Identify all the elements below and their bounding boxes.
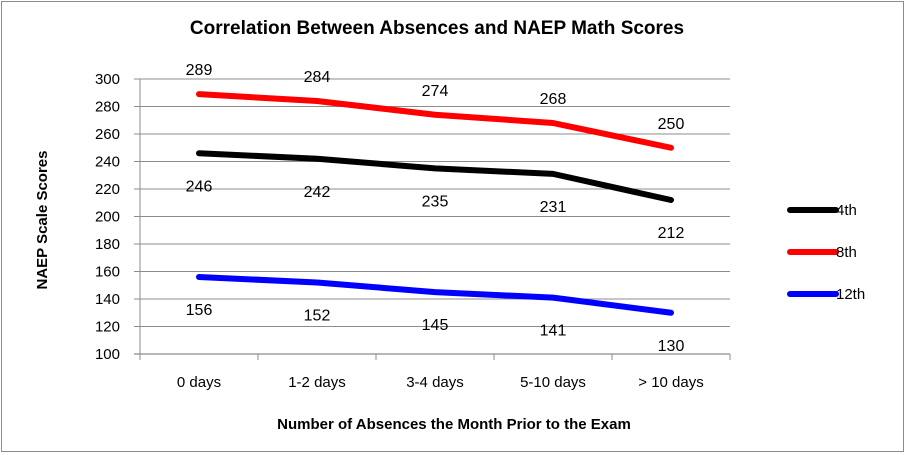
y-tick-label: 280 <box>95 99 120 116</box>
series-lines <box>196 91 674 316</box>
data-label-4th: 231 <box>540 199 567 216</box>
chart-title: Correlation Between Absences and NAEP Ma… <box>190 18 684 39</box>
legend-label-4th: 4th <box>836 202 857 219</box>
data-label-12th: 130 <box>658 338 685 355</box>
y-tick-label: 260 <box>95 126 120 143</box>
y-tick-label: 220 <box>95 181 120 198</box>
data-labels: 246 242 235 231 212 289 284 274 268 250 156 152 145 1… <box>186 62 685 355</box>
data-label-12th: 152 <box>304 308 331 325</box>
series-line-8th <box>196 91 674 151</box>
data-label-8th: 250 <box>658 116 685 133</box>
legend-label-12th: 12th <box>836 286 865 303</box>
data-label-4th: 246 <box>186 178 213 195</box>
y-tick-label: 300 <box>95 71 120 88</box>
data-label-4th: 235 <box>422 193 449 210</box>
legend: 4th 8th 12th <box>787 202 865 303</box>
x-axis-ticks: 0 days 1-2 days 3-4 days 5-10 days > 10 days <box>177 374 704 391</box>
data-label-12th: 145 <box>422 317 449 334</box>
x-axis-title: Number of Absences the Month Prior to th… <box>277 416 631 433</box>
data-label-12th: 156 <box>186 302 213 319</box>
y-tick-label: 100 <box>95 346 120 363</box>
data-label-8th: 274 <box>422 83 449 100</box>
data-label-8th: 289 <box>186 62 213 79</box>
y-tick-label: 240 <box>95 154 120 171</box>
data-label-4th: 242 <box>304 184 331 201</box>
y-axis-title: NAEP Scale Scores <box>34 151 51 290</box>
series-line-12th <box>196 274 674 316</box>
data-label-8th: 268 <box>540 91 567 108</box>
y-tick-label: 160 <box>95 264 120 281</box>
y-tick-label: 180 <box>95 236 120 253</box>
x-tick-label: 3-4 days <box>406 374 464 391</box>
data-label-8th: 284 <box>304 69 331 86</box>
x-tick-label: > 10 days <box>638 374 703 391</box>
x-tick-label: 1-2 days <box>288 374 346 391</box>
x-tick-label: 5-10 days <box>520 374 586 391</box>
data-label-4th: 212 <box>658 225 685 242</box>
data-label-12th: 141 <box>540 323 567 340</box>
y-tick-label: 200 <box>95 209 120 226</box>
y-axis-ticks: 100 120 140 160 180 200 220 240 260 280 300 <box>95 71 120 363</box>
series-line-4th <box>196 150 674 203</box>
y-tick-label: 120 <box>95 319 120 336</box>
x-tick-label: 0 days <box>177 374 221 391</box>
y-tick-label: 140 <box>95 291 120 308</box>
legend-label-8th: 8th <box>836 244 857 261</box>
